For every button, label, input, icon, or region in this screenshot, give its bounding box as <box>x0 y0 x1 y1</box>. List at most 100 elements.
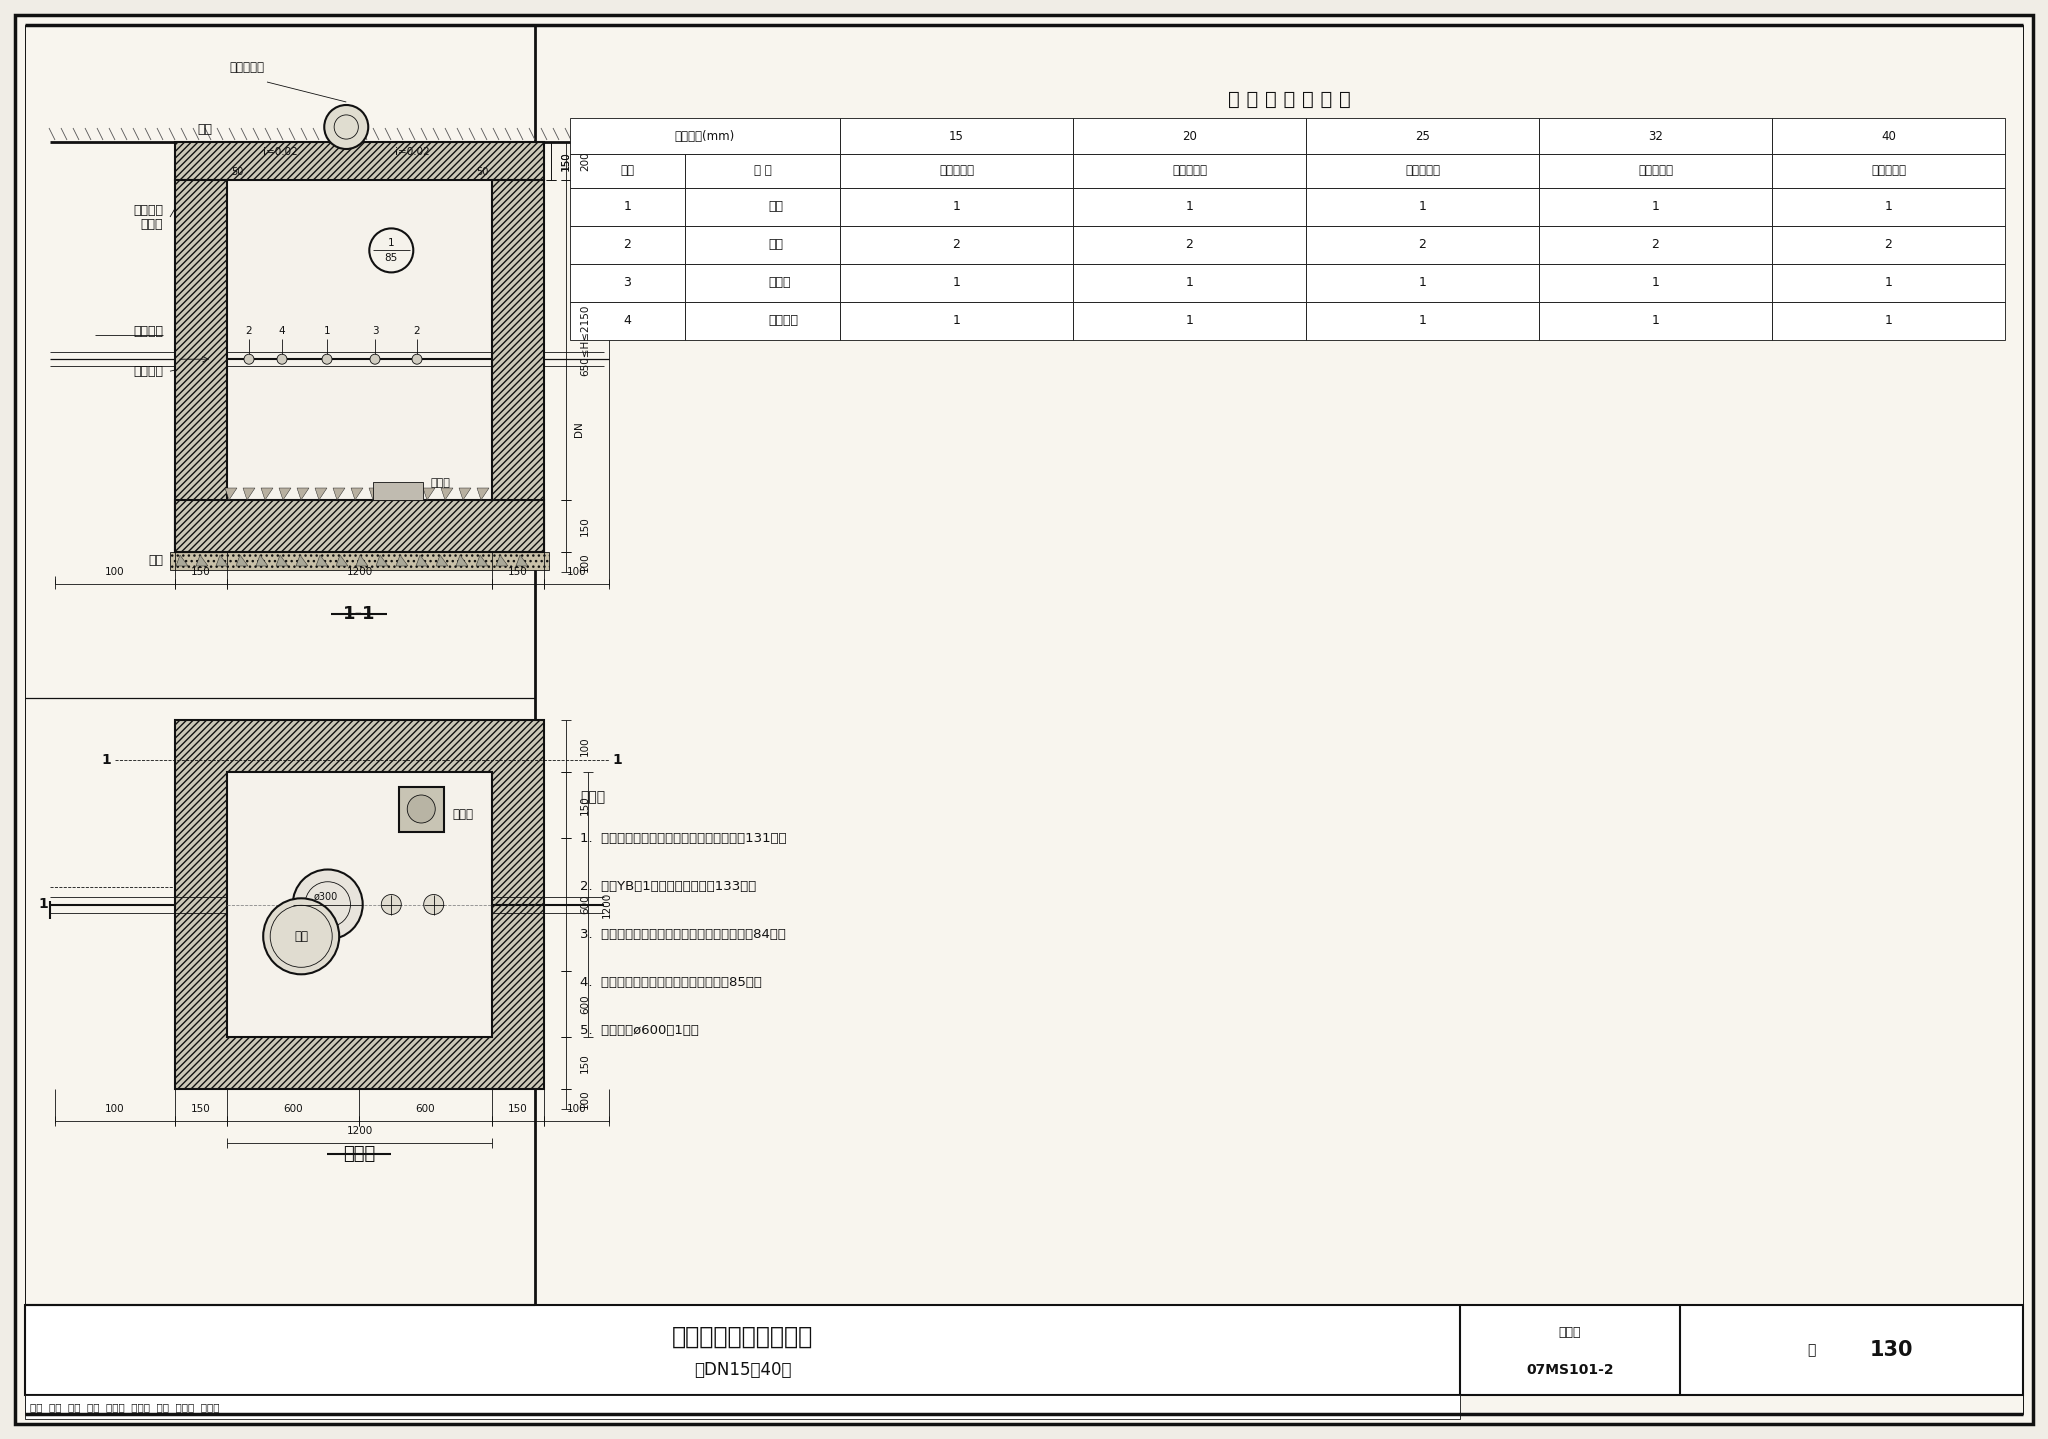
Bar <box>1307 226 1538 263</box>
Bar <box>1772 302 2005 340</box>
Text: 1: 1 <box>1884 200 1892 213</box>
Text: 防水套管: 防水套管 <box>133 364 164 377</box>
Circle shape <box>381 895 401 915</box>
Bar <box>174 180 227 553</box>
Text: 集水坑: 集水坑 <box>453 807 473 820</box>
Text: 数量（个）: 数量（个） <box>938 164 975 177</box>
Bar <box>1772 189 2005 226</box>
Bar <box>840 226 1073 263</box>
Text: 200: 200 <box>580 151 590 171</box>
Text: 150: 150 <box>508 1104 528 1114</box>
Circle shape <box>244 354 254 364</box>
Text: 1: 1 <box>39 898 47 911</box>
Bar <box>569 302 684 340</box>
Text: DN: DN <box>573 422 584 437</box>
Polygon shape <box>457 555 469 566</box>
Circle shape <box>264 898 340 974</box>
Text: 600: 600 <box>416 1104 436 1114</box>
Text: 4.  集水坑、井盖及支座做法见本图集第85页。: 4. 集水坑、井盖及支座做法见本图集第85页。 <box>580 976 762 989</box>
Bar <box>25 1305 2023 1394</box>
Text: 07MS101-2: 07MS101-2 <box>1526 1363 1614 1377</box>
Bar <box>492 180 545 553</box>
Polygon shape <box>279 488 291 499</box>
Text: 1: 1 <box>1186 315 1194 328</box>
Text: （DN15～40）: （DN15～40） <box>694 1361 791 1379</box>
Text: 审核  曹崴  冲液  校对  马连彪  边近彪  设计  姚光石  姚步征: 审核 曹崴 冲液 校对 马连彪 边近彪 设计 姚光石 姚步征 <box>31 1402 219 1412</box>
Text: 15: 15 <box>948 130 965 142</box>
Circle shape <box>412 354 422 364</box>
Text: 40: 40 <box>1880 130 1896 142</box>
Text: 150: 150 <box>580 1053 590 1073</box>
Text: 3: 3 <box>623 276 631 289</box>
Bar <box>1772 263 2005 302</box>
Polygon shape <box>395 555 408 566</box>
Text: 土盖板: 土盖板 <box>141 217 164 230</box>
Text: 井盖及支座: 井盖及支座 <box>229 60 264 73</box>
Bar <box>174 720 545 1089</box>
Text: 1.  钢筋混凝土井壁及底板配筋图见本图集第131页。: 1. 钢筋混凝土井壁及底板配筋图见本图集第131页。 <box>580 832 786 845</box>
Polygon shape <box>260 488 272 499</box>
Polygon shape <box>297 555 307 566</box>
Text: 50: 50 <box>475 167 487 177</box>
Text: 3: 3 <box>371 327 379 337</box>
Text: 100: 100 <box>580 553 590 571</box>
Bar <box>840 302 1073 340</box>
Text: 1200: 1200 <box>346 567 373 577</box>
Text: 1: 1 <box>387 239 395 249</box>
Bar <box>1538 189 1772 226</box>
Text: 1: 1 <box>1884 315 1892 328</box>
Text: 4: 4 <box>623 315 631 328</box>
Text: 150: 150 <box>580 517 590 535</box>
Bar <box>1538 118 1772 154</box>
Text: 1-1: 1-1 <box>342 604 375 623</box>
Text: 1: 1 <box>324 327 330 337</box>
Text: 1: 1 <box>1186 276 1194 289</box>
Text: 100: 100 <box>104 567 125 577</box>
Polygon shape <box>297 488 309 499</box>
Polygon shape <box>225 488 238 499</box>
Polygon shape <box>236 555 248 566</box>
Text: 水流方向: 水流方向 <box>133 325 164 338</box>
Bar <box>569 189 684 226</box>
Text: 20: 20 <box>1182 130 1196 142</box>
Bar <box>1073 154 1307 189</box>
Bar <box>25 1394 1460 1419</box>
Polygon shape <box>436 555 449 566</box>
Polygon shape <box>256 555 268 566</box>
Text: 闸阀: 闸阀 <box>768 239 784 252</box>
Text: 1: 1 <box>952 315 961 328</box>
Bar <box>684 189 840 226</box>
Polygon shape <box>350 488 362 499</box>
Text: 600: 600 <box>580 994 590 1013</box>
Text: 管道直径(mm): 管道直径(mm) <box>676 130 735 142</box>
Bar <box>840 189 1073 226</box>
Bar <box>227 771 492 1038</box>
Text: 钢筋混凝土方形水表井: 钢筋混凝土方形水表井 <box>672 1324 813 1348</box>
Bar <box>1073 263 1307 302</box>
Text: 数量（个）: 数量（个） <box>1171 164 1206 177</box>
Circle shape <box>322 354 332 364</box>
Text: 名 称: 名 称 <box>754 164 772 177</box>
Text: 100: 100 <box>567 1104 586 1114</box>
Text: 页: 页 <box>1806 1343 1817 1357</box>
Bar <box>1073 302 1307 340</box>
Bar <box>1538 154 1772 189</box>
Text: 2: 2 <box>952 239 961 252</box>
Polygon shape <box>440 488 453 499</box>
Text: 1: 1 <box>1186 200 1194 213</box>
Bar <box>569 226 684 263</box>
Text: 50: 50 <box>231 167 244 177</box>
Polygon shape <box>197 555 209 566</box>
Text: 水表: 水表 <box>768 200 784 213</box>
Text: 2: 2 <box>1884 239 1892 252</box>
Text: 垫层: 垫层 <box>147 554 164 567</box>
Text: 150: 150 <box>580 796 590 814</box>
Bar <box>1307 154 1538 189</box>
Text: 150: 150 <box>508 567 528 577</box>
Text: 1: 1 <box>952 276 961 289</box>
Text: 5.  轻型井盖ø600，1套。: 5. 轻型井盖ø600，1套。 <box>580 1025 698 1038</box>
Bar <box>227 180 492 499</box>
Polygon shape <box>356 555 369 566</box>
Text: 止回阀: 止回阀 <box>768 276 791 289</box>
Circle shape <box>293 869 362 940</box>
